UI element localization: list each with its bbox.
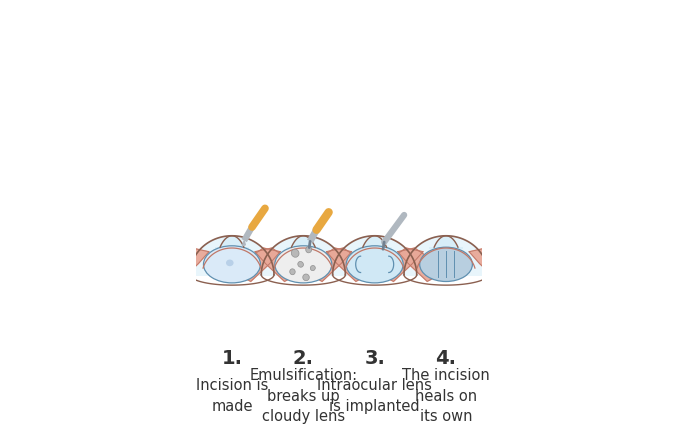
Ellipse shape: [203, 246, 260, 283]
Polygon shape: [358, 236, 391, 248]
Ellipse shape: [226, 260, 234, 266]
Polygon shape: [469, 248, 511, 281]
Polygon shape: [326, 248, 368, 281]
Polygon shape: [429, 236, 463, 248]
Polygon shape: [261, 236, 345, 275]
Polygon shape: [333, 236, 417, 275]
Text: Intraocular lens
is implanted: Intraocular lens is implanted: [317, 378, 432, 414]
Polygon shape: [381, 248, 423, 281]
Ellipse shape: [303, 274, 309, 281]
Text: Emulsification:
breaks up
cloudy lens: Emulsification: breaks up cloudy lens: [250, 368, 357, 424]
Polygon shape: [255, 248, 297, 281]
Text: 4.: 4.: [435, 349, 456, 368]
Ellipse shape: [298, 261, 304, 267]
Text: 3.: 3.: [364, 349, 385, 368]
Polygon shape: [190, 236, 274, 275]
Polygon shape: [404, 236, 488, 275]
Text: 2.: 2.: [293, 349, 314, 368]
Ellipse shape: [311, 265, 315, 271]
Polygon shape: [243, 240, 245, 246]
Text: 1.: 1.: [222, 349, 243, 368]
Text: CATARACT SURGERY: CATARACT SURGERY: [86, 35, 592, 78]
Polygon shape: [287, 236, 320, 248]
Text: Incision is
made: Incision is made: [196, 378, 268, 414]
Ellipse shape: [290, 269, 295, 275]
Ellipse shape: [292, 249, 299, 257]
Polygon shape: [167, 248, 209, 281]
Ellipse shape: [346, 246, 403, 283]
Text: The incision
heals on
its own: The incision heals on its own: [402, 368, 490, 424]
Polygon shape: [238, 248, 280, 281]
Ellipse shape: [275, 246, 332, 283]
Polygon shape: [215, 236, 249, 248]
Polygon shape: [310, 248, 352, 281]
Text: STEPS: STEPS: [260, 99, 418, 142]
Ellipse shape: [306, 246, 312, 253]
Ellipse shape: [420, 247, 473, 281]
Polygon shape: [398, 248, 440, 281]
